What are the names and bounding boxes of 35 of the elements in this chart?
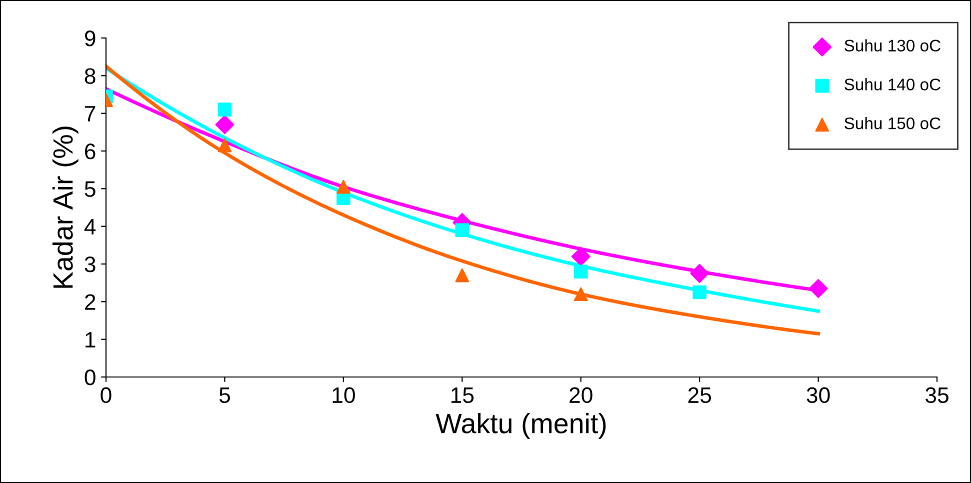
y-axis-title: Kadar Air (%): [52, 126, 78, 288]
x-tick-label: 25: [688, 387, 711, 404]
point: [455, 268, 470, 282]
x-tick-label: 5: [219, 388, 230, 404]
y-tick-label: 4: [84, 219, 96, 234]
y-tick-label: 7: [85, 106, 96, 122]
point: [215, 115, 234, 134]
point: [455, 223, 470, 238]
x-tick-label: 35: [925, 387, 948, 404]
x-axis-title: Waktu (menit): [436, 412, 606, 439]
point: [692, 285, 706, 300]
point: [218, 138, 232, 152]
y-tick-label: 2: [85, 294, 96, 310]
point: [690, 264, 710, 283]
x-tick-label: 20: [570, 387, 592, 404]
y-tick-label: 1: [86, 332, 96, 348]
point: [574, 264, 588, 278]
y-tick-label: 3: [84, 256, 96, 272]
point: [574, 287, 588, 302]
y-tick-label: 9: [84, 30, 96, 46]
point: [571, 246, 590, 266]
x-tick-label: 15: [451, 388, 474, 404]
x-tick-label: 30: [806, 387, 830, 404]
legend-label: Suhu 130 oC: [844, 39, 940, 52]
x-tick-label: 10: [332, 387, 355, 404]
legend-label: Suhu 140 oC: [844, 78, 940, 90]
point: [336, 180, 350, 194]
y-tick-label: 8: [84, 68, 96, 84]
y-tick-label: 0: [84, 370, 96, 386]
y-tick-label: 5: [84, 181, 96, 197]
y-tick-label: 6: [85, 144, 96, 160]
x-tick-label: 0: [100, 387, 112, 404]
point: [808, 279, 828, 298]
point: [218, 102, 232, 116]
legend-label: Suhu 150 oC: [844, 117, 940, 130]
